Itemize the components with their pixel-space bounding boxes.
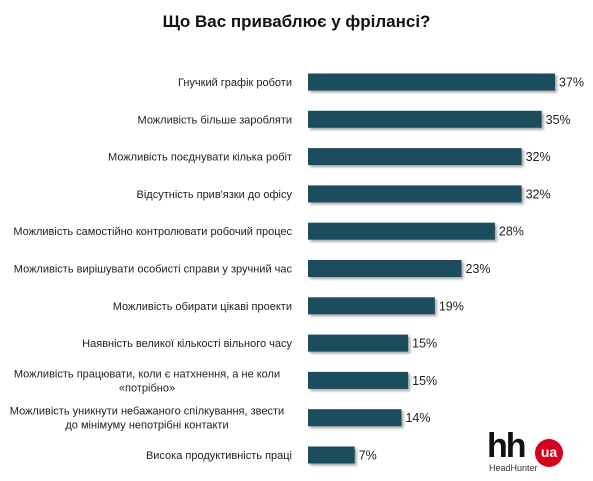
value-label-4: 32% [526,187,551,201]
bar-9 [308,371,409,389]
category-label-7: Можливість обирати цікаві проекти [113,301,292,313]
bar-11 [308,446,355,464]
bar-10 [308,409,402,427]
bar-7 [308,297,435,315]
category-label-4: Відсутність прив'язки до офісу [137,189,293,201]
value-label-2: 35% [546,113,571,127]
value-label-10: 14% [405,411,430,425]
bar-2 [308,110,542,128]
bar-1 [308,73,555,91]
chart-title: Що Вас приваблює у фрілансі? [162,12,431,31]
value-label-3: 32% [526,150,551,164]
value-label-7: 19% [439,299,464,313]
category-label-10-line-2: до мінімуму непотрібні контакти [65,420,228,432]
category-label-9-line-1: Можливість працювати, коли є натхнення, … [14,368,280,380]
bar-5 [308,222,495,240]
bar-4 [308,185,522,203]
category-label-6: Можливість вирішувати особисті справи у … [14,264,293,276]
value-label-1: 37% [559,76,584,90]
value-label-9: 15% [412,374,437,388]
value-label-11: 7% [359,449,377,463]
category-label-1: Гнучкий графік роботи [178,77,292,89]
category-label-10-line-1: Можливість уникнути небажаного спілкуван… [10,406,284,418]
value-label-8: 15% [412,337,437,351]
category-label-9-line-2: «потрібно» [119,382,175,394]
logo-badge: ua [535,439,563,467]
logo-subtitle: HeadHunter [489,463,538,473]
headhunter-logo: hh ua HeadHunter [487,429,577,475]
bar-8 [308,334,409,352]
bar-3 [308,148,522,166]
logo-mark: hh [487,427,527,465]
category-label-2: Можливість більше заробляти [138,114,292,126]
category-label-8: Наявність великої кількості вільного час… [82,338,292,350]
value-label-6: 23% [466,262,491,276]
category-label-3: Можливість поєднувати кілька робіт [108,152,292,164]
category-label-5: Можливість самостійно контролювати робоч… [13,226,292,238]
bar-6 [308,260,462,277]
value-label-5: 28% [499,225,524,239]
category-label-11: Висока продуктивність праці [146,450,292,462]
